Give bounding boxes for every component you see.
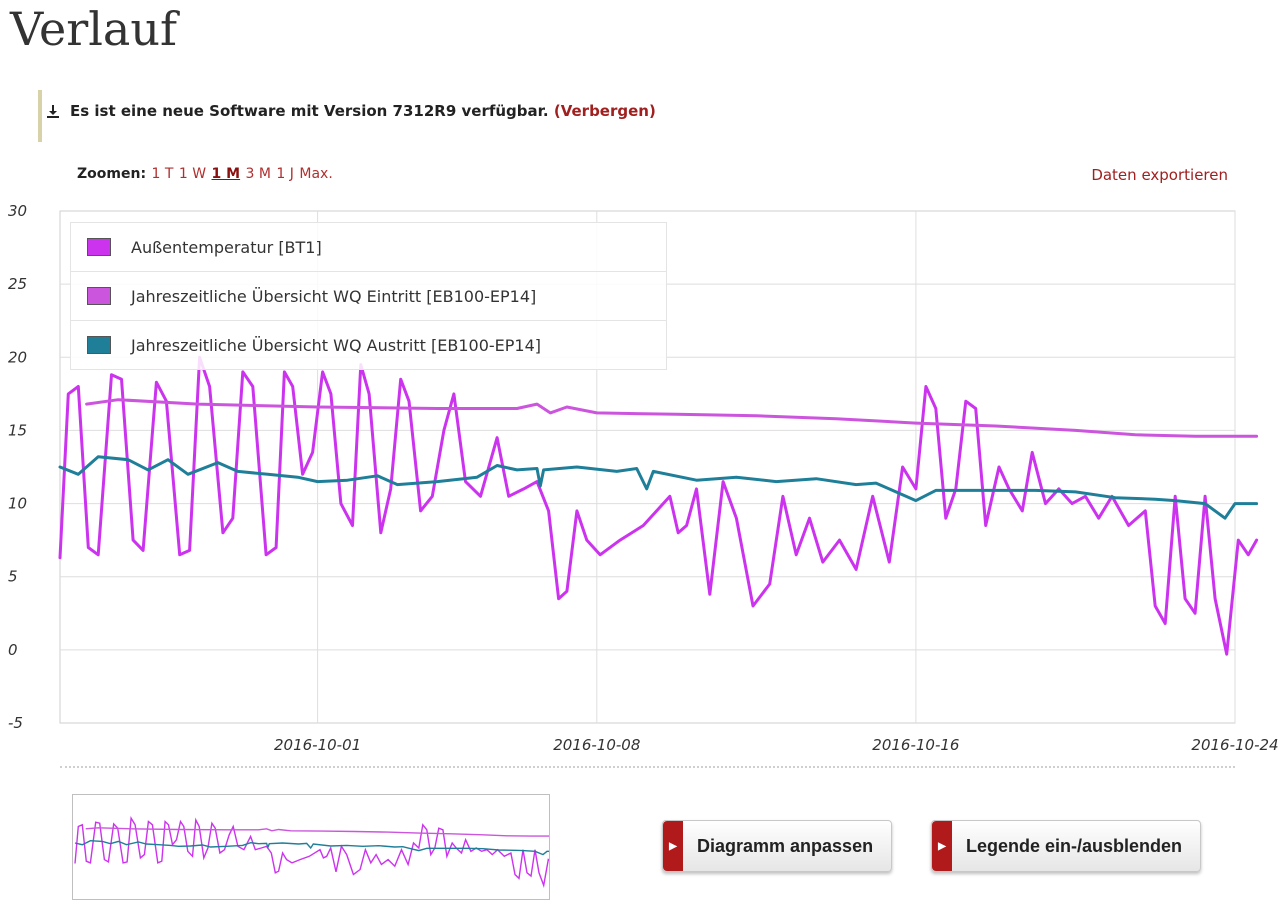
x-tick-label: 2016-10-08 bbox=[553, 736, 640, 754]
zoom-label: Zoomen: bbox=[77, 166, 147, 182]
navigator-line-austritt bbox=[74, 839, 556, 856]
customize-chart-button[interactable]: ▶ Diagramm anpassen bbox=[662, 820, 893, 872]
x-tick-label: 2016-10-01 bbox=[274, 736, 361, 754]
y-tick-label: 25 bbox=[8, 275, 27, 293]
toggle-legend-button[interactable]: ▶ Legende ein-/ausblenden bbox=[931, 820, 1202, 872]
zoom-max[interactable]: Max. bbox=[299, 166, 333, 182]
y-tick-label: -5 bbox=[8, 714, 23, 732]
legend-swatch-bt1 bbox=[87, 238, 111, 256]
legend-item-eintritt[interactable]: Jahreszeitliche Übersicht WQ Eintritt [E… bbox=[71, 272, 666, 321]
legend-label-bt1: Außentemperatur [BT1] bbox=[131, 237, 322, 257]
legend-swatch-austritt bbox=[87, 336, 111, 354]
y-tick-label: 0 bbox=[8, 641, 18, 659]
chart-legend: Außentemperatur [BT1] Jahreszeitliche Üb… bbox=[70, 222, 667, 370]
x-tick-label: 2016-10-16 bbox=[872, 736, 959, 754]
navigator-panel[interactable] bbox=[72, 794, 557, 900]
legend-label-eintritt: Jahreszeitliche Übersicht WQ Eintritt [E… bbox=[131, 286, 537, 306]
arrow-right-icon: ▶ bbox=[663, 821, 683, 871]
arrow-right-icon: ▶ bbox=[932, 821, 952, 871]
page-title: Verlauf bbox=[10, 2, 177, 56]
hide-notice-link[interactable]: (Verbergen) bbox=[553, 102, 656, 120]
navigator-line-eintritt bbox=[85, 827, 556, 837]
legend-swatch-eintritt bbox=[87, 287, 111, 305]
series-line-austritt bbox=[58, 455, 1259, 520]
legend-item-austritt[interactable]: Jahreszeitliche Übersicht WQ Austritt [E… bbox=[71, 321, 666, 369]
legend-label-austritt: Jahreszeitliche Übersicht WQ Austritt [E… bbox=[131, 335, 542, 355]
zoom-3-months[interactable]: 3 M bbox=[245, 166, 271, 182]
zoom-controls: Zoomen: 1 T 1 W 1 M 3 M 1 J Max. bbox=[77, 166, 333, 182]
legend-item-bt1[interactable]: Außentemperatur [BT1] bbox=[71, 223, 666, 272]
series-line-eintritt bbox=[85, 398, 1259, 438]
chart-separator bbox=[60, 766, 1235, 768]
zoom-1-month[interactable]: 1 M bbox=[211, 166, 241, 182]
navigator-chart[interactable] bbox=[73, 795, 557, 899]
y-tick-label: 5 bbox=[8, 568, 18, 586]
update-notice-text: Es ist eine neue Software mit Version 73… bbox=[70, 102, 549, 120]
toggle-legend-label: Legende ein-/ausblenden bbox=[966, 835, 1183, 856]
y-tick-label: 15 bbox=[8, 421, 27, 439]
y-tick-label: 20 bbox=[8, 348, 27, 366]
export-data-link[interactable]: Daten exportieren bbox=[1091, 166, 1228, 184]
update-notice: Es ist eine neue Software mit Version 73… bbox=[38, 90, 656, 142]
customize-chart-label: Diagramm anpassen bbox=[697, 835, 874, 856]
zoom-1-week[interactable]: 1 W bbox=[178, 166, 207, 182]
x-tick-label: 2016-10-24 bbox=[1191, 736, 1278, 754]
download-icon bbox=[47, 105, 59, 118]
y-tick-label: 10 bbox=[8, 495, 27, 513]
zoom-1-day[interactable]: 1 T bbox=[151, 166, 174, 182]
zoom-1-year[interactable]: 1 J bbox=[276, 166, 294, 182]
navigator-line-bt1 bbox=[74, 816, 557, 889]
y-tick-label: 30 bbox=[8, 202, 27, 220]
